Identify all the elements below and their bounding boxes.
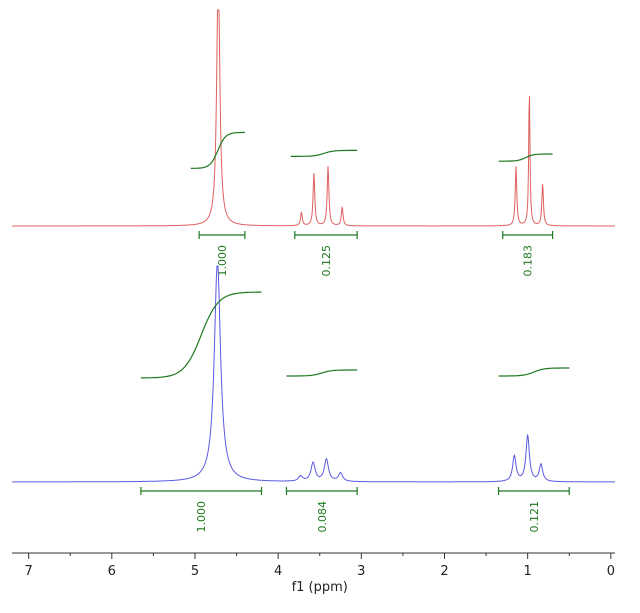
x-axis: f1 (ppm) 7 6 5 4 3 2 1 0 [12,552,615,595]
bottom-spectrum-panel: 1.000 0.084 0.121 [12,265,615,533]
x-axis-tick-label: 0 [607,564,615,579]
x-axis-tick-label: 4 [274,564,282,579]
integral-curve [140,291,262,379]
integral-value-label: 0.121 [528,501,541,533]
x-axis-tick-label: 7 [24,564,32,579]
x-axis-tick-label: 3 [357,564,365,579]
integral-curve [498,153,553,162]
integral-curve [290,149,358,157]
integral-curve [498,367,570,377]
x-axis-tick-label: 5 [191,564,199,579]
spectrum-trace [12,265,615,483]
x-axis-tick-label: 6 [108,564,116,579]
integral-value-label: 0.084 [316,501,329,533]
integral-value-label: 0.125 [320,245,333,277]
x-axis-title: f1 (ppm) [292,580,348,595]
top-spectrum-panel: 1.000 0.125 0.183 [12,9,615,277]
x-axis-tick-label: 2 [440,564,448,579]
x-axis-tick-label: 1 [524,564,532,579]
integral-value-label: 1.000 [195,501,208,533]
spectrum-trace [12,9,615,227]
integral-curve [286,369,358,377]
integral-value-label: 1.000 [216,245,229,277]
integral-curve [190,131,245,169]
integral-value-label: 0.183 [522,245,535,277]
